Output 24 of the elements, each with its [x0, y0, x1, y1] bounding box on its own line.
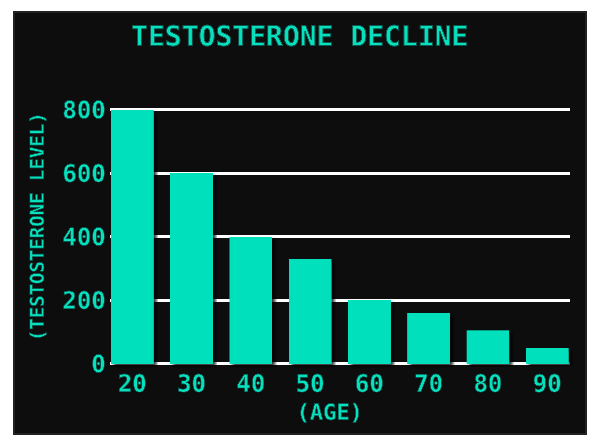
y-tick-label: 0 [92, 350, 106, 378]
x-tick-label: 90 [533, 370, 562, 398]
x-tick-label: 50 [296, 370, 325, 398]
bar [111, 110, 154, 364]
bar [466, 330, 510, 364]
x-tick-label: 40 [236, 370, 266, 398]
x-tick-label: 20 [118, 370, 147, 398]
bar [348, 300, 391, 364]
bar [170, 174, 214, 364]
x-tick-label: 80 [474, 370, 503, 398]
chart-title: TESTOSTERONE DECLINE [131, 20, 469, 53]
y-tick-label: 600 [62, 160, 106, 188]
bar [408, 313, 450, 364]
x-tick-label: 30 [177, 370, 206, 398]
x-axis-title: (AGE) [296, 401, 364, 426]
y-tick-label: 800 [62, 96, 106, 124]
y-axis-title: (TESTOSTERONE LEVEL) [27, 112, 49, 342]
x-tick-label: 60 [355, 370, 384, 398]
bar [289, 259, 332, 364]
y-tick-label: 400 [62, 223, 106, 252]
bar [230, 237, 272, 364]
bar [526, 348, 569, 364]
y-tick-label: 200 [62, 286, 106, 315]
x-tick-label: 70 [414, 370, 444, 398]
